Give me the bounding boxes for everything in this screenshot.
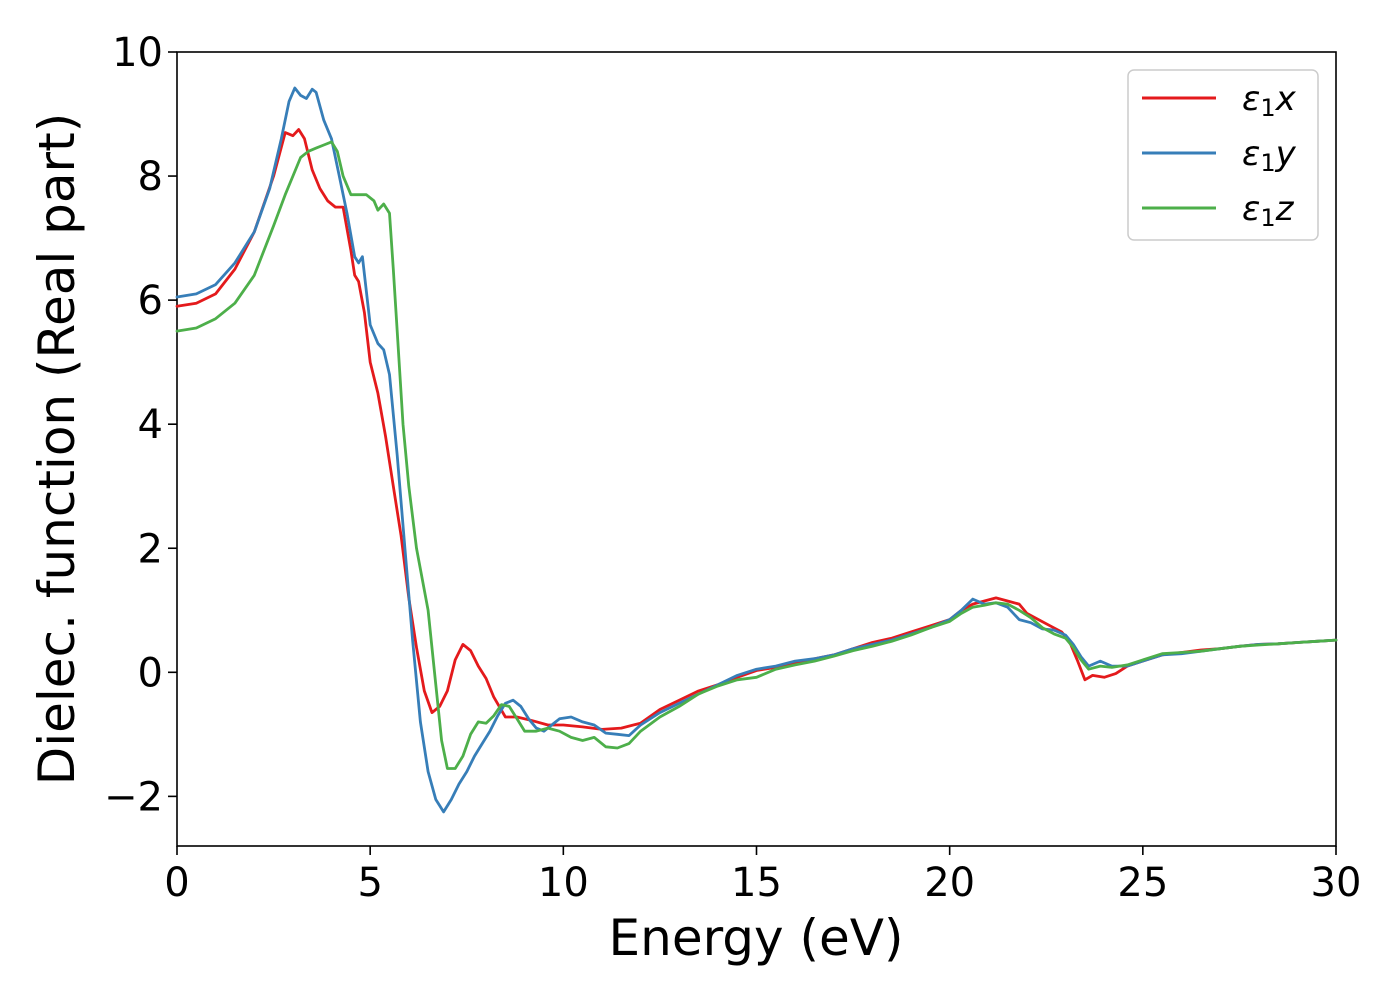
legend-label-z: ε1z [1242,189,1295,232]
legend: ε1x ε1y ε1z [1127,69,1319,241]
y-tick-label: 6 [138,278,163,324]
x-tick-label: 30 [1311,860,1362,906]
series-layer [175,86,1338,814]
y-tick-label: 10 [112,30,163,76]
y-tick-label: 8 [138,154,163,200]
x-tick-label: 5 [357,860,382,906]
x-tick-label: 10 [538,860,589,906]
series-line-z [175,140,1338,770]
series-line-y [175,86,1338,814]
series-line-x [175,128,1338,731]
y-axis-label: Dielec. function (Real part) [28,113,86,785]
y-tick-label: 0 [138,650,163,696]
y-tick-label: 4 [138,402,163,448]
y-tick-label: −2 [104,774,163,820]
y-tick-label: 2 [138,526,163,572]
x-tick-label: 25 [1117,860,1168,906]
legend-label-y: ε1y [1242,134,1297,177]
legend-box [1127,69,1319,241]
x-tick-label: 15 [731,860,782,906]
x-tick-label: 20 [924,860,975,906]
x-axis: 0 5 10 15 20 25 30 [164,846,1361,906]
x-axis-label: Energy (eV) [609,909,904,967]
x-tick-label: 0 [164,860,189,906]
y-axis: −2 0 2 4 6 8 10 [104,30,177,820]
legend-label-x: ε1x [1242,79,1297,122]
